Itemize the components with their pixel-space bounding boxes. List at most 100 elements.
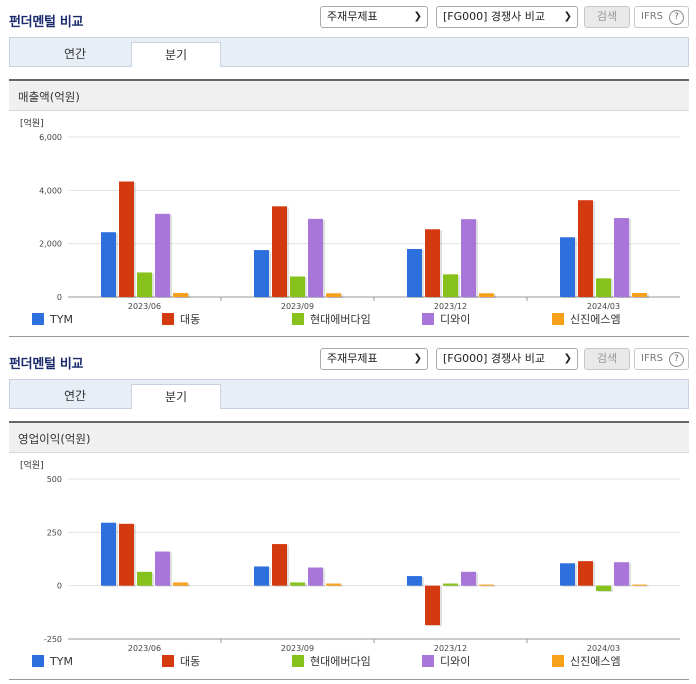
bar-대동-2024/03: [578, 561, 593, 586]
bar-대동-2023/06: [119, 181, 134, 297]
bar-디와이-2024/03: [614, 218, 629, 297]
section-title: 펀더멘털 비교: [9, 15, 84, 30]
legend-item-디와이[interactable]: 디와이: [422, 655, 470, 669]
legend-item-디와이[interactable]: 디와이: [422, 313, 470, 327]
ifrs-button[interactable]: IFRS ?: [634, 348, 689, 370]
search-button[interactable]: 검색: [584, 348, 630, 370]
x-tick-label: 2023/06: [128, 644, 161, 653]
tab-quarterly[interactable]: 분기: [131, 42, 221, 67]
legend-label: TYM: [50, 655, 73, 668]
y-tick-label: 250: [47, 528, 62, 537]
bar-현대에버다임-2023/06: [137, 571, 152, 586]
legend-item-신진에스엠[interactable]: 신진에스엠: [552, 313, 621, 327]
bar-디와이-2023/09: [308, 218, 323, 297]
legend-item-현대에버다임[interactable]: 현대에버다임: [292, 655, 371, 669]
bar-shadow: [634, 585, 649, 587]
bar-신진에스엠-2023/12: [479, 584, 494, 586]
y-tick-label: 0: [57, 582, 62, 591]
tab-annual[interactable]: 연간: [63, 47, 87, 61]
peer-select[interactable]: [FG000] 경쟁사 비교 ❯: [436, 348, 578, 370]
bar-현대에버다임-2023/06: [137, 272, 152, 297]
peer-select-value: [FG000] 경쟁사 비교: [443, 10, 546, 23]
legend-swatch: [422, 313, 434, 325]
legend-label: 현대에버다임: [310, 313, 371, 326]
legend-item-대동[interactable]: 대동: [162, 313, 200, 327]
bar-신진에스엠-2024/03: [632, 584, 647, 586]
peer-select-value: [FG000] 경쟁사 비교: [443, 352, 546, 365]
fundamental-section-1: 펀더멘털 비교 주재무제표 ❯ [FG000] 경쟁사 비교 ❯ 검색 IFRS…: [0, 0, 696, 340]
bar-신진에스엠-2023/06: [173, 293, 188, 297]
legend-item-대동[interactable]: 대동: [162, 655, 200, 669]
fundamental-section-2: 펀더멘털 비교 주재무제표 ❯ [FG000] 경쟁사 비교 ❯ 검색 IFRS…: [0, 342, 696, 684]
legend-label: 디와이: [440, 655, 471, 668]
panel-divider: [9, 336, 689, 337]
y-tick-label: -250: [44, 635, 62, 644]
statement-select[interactable]: 주재무제표 ❯: [320, 348, 428, 370]
period-tabs: 연간 분기: [9, 379, 689, 409]
x-tick-label: 2023/12: [434, 302, 467, 311]
bar-TYM-2023/09: [254, 250, 269, 297]
search-button[interactable]: 검색: [584, 6, 630, 28]
legend-item-TYM[interactable]: TYM: [32, 655, 73, 669]
bar-TYM-2024/03: [560, 237, 575, 297]
period-tabs: 연간 분기: [9, 37, 689, 67]
y-tick-label: 0: [57, 293, 62, 302]
legend-swatch: [552, 655, 564, 667]
statement-select-value: 주재무제표: [327, 10, 378, 23]
bar-TYM-2023/12: [407, 576, 422, 586]
bar-대동-2023/09: [272, 544, 287, 586]
bar-대동-2023/12: [425, 229, 440, 297]
bar-대동-2023/06: [119, 523, 134, 586]
legend-swatch: [162, 313, 174, 325]
ifrs-label: IFRS: [641, 11, 663, 22]
y-tick-label: 500: [47, 475, 62, 484]
x-tick-label: 2023/09: [281, 644, 314, 653]
section-header: 펀더멘털 비교 주재무제표 ❯ [FG000] 경쟁사 비교 ❯ 검색 IFRS…: [0, 342, 696, 378]
tab-annual[interactable]: 연간: [63, 389, 87, 403]
legend-swatch: [162, 655, 174, 667]
chart-legend: TYM 대동 현대에버다임 디와이 신진에스엠: [0, 655, 696, 671]
bar-현대에버다임-2023/09: [290, 276, 305, 297]
legend-item-현대에버다임[interactable]: 현대에버다임: [292, 313, 371, 327]
panel-divider: [9, 679, 689, 680]
ifrs-button[interactable]: IFRS ?: [634, 6, 689, 28]
legend-label: 대동: [180, 655, 201, 668]
ifrs-label: IFRS: [641, 353, 663, 364]
chevron-down-icon: ❯: [413, 11, 422, 22]
x-tick-label: 2023/12: [434, 644, 467, 653]
legend-item-TYM[interactable]: TYM: [32, 313, 73, 327]
bar-디와이-2023/09: [308, 567, 323, 586]
x-tick-label: 2024/03: [587, 644, 620, 653]
unit-label: [억원]: [20, 117, 44, 129]
chevron-down-icon: ❯: [563, 11, 572, 22]
legend-item-신진에스엠[interactable]: 신진에스엠: [552, 655, 621, 669]
help-icon[interactable]: ?: [669, 352, 684, 367]
x-tick-label: 2023/06: [128, 302, 161, 311]
chart-legend: TYM 대동 현대에버다임 디와이 신진에스엠: [0, 313, 696, 329]
bar-디와이-2023/06: [155, 551, 170, 586]
legend-swatch: [292, 313, 304, 325]
statement-select-value: 주재무제표: [327, 352, 378, 365]
legend-label: 대동: [180, 313, 201, 326]
panel-title: 영업이익(억원): [18, 432, 91, 446]
x-tick-label: 2024/03: [587, 302, 620, 311]
chevron-down-icon: ❯: [413, 353, 422, 364]
bar-TYM-2023/06: [101, 232, 116, 297]
y-tick-label: 4,000: [39, 186, 62, 195]
revenue-chart: [억원] 0 2,000 4,000 6,000 2023/06 2023/09 2023/1…: [20, 117, 680, 311]
bar-디와이-2023/06: [155, 213, 170, 297]
bar-신진에스엠-2023/12: [479, 293, 494, 297]
tab-quarterly[interactable]: 분기: [131, 384, 221, 409]
legend-swatch: [32, 313, 44, 325]
panel-title: 매출액(억원): [18, 90, 80, 104]
bar-디와이-2024/03: [614, 562, 629, 586]
bar-대동-2023/12: [425, 585, 440, 626]
statement-select[interactable]: 주재무제표 ❯: [320, 6, 428, 28]
peer-select[interactable]: [FG000] 경쟁사 비교 ❯: [436, 6, 578, 28]
legend-label: 현대에버다임: [310, 655, 371, 668]
x-tick-label: 2023/09: [281, 302, 314, 311]
bar-현대에버다임-2023/09: [290, 582, 305, 586]
section-header: 펀더멘털 비교 주재무제표 ❯ [FG000] 경쟁사 비교 ❯ 검색 IFRS…: [0, 0, 696, 36]
section-title: 펀더멘털 비교: [9, 357, 84, 372]
help-icon[interactable]: ?: [669, 10, 684, 25]
